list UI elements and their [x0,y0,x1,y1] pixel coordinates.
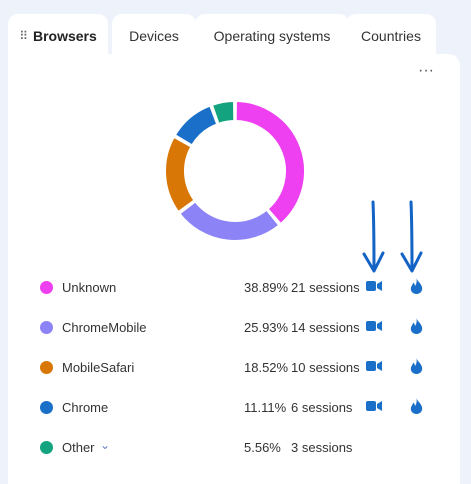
percentage: 25.93% [244,320,289,335]
tab-label: Operating systems [213,28,331,44]
legend-row-mobilesafari[interactable]: MobileSafari 18.52% 10 sessions [40,358,430,378]
session-count: 6 sessions [291,400,353,415]
donut-slice-other[interactable] [210,100,236,125]
tab-label: Devices [129,28,179,44]
video-camera-icon[interactable] [366,399,382,413]
tab-bar: ⠿ Browsers Devices Operating systems Cou… [8,14,471,58]
tab-countries[interactable]: Countries [346,14,436,58]
donut-slice-chrome[interactable] [173,104,219,147]
browser-name: Chrome [62,400,109,415]
legend-row-chrome[interactable]: Chrome 11.11% 6 sessions [40,398,430,418]
browser-name: Other [62,440,95,455]
session-count: 3 sessions [291,440,353,455]
flame-icon[interactable] [410,278,423,294]
session-count: 10 sessions [291,360,360,375]
donut-chart [164,100,306,242]
browser-name: Unknown [62,280,117,295]
legend-row-chromemobile[interactable]: ChromeMobile 25.93% 14 sessions [40,318,430,338]
donut-slice-mobilesafari[interactable] [164,135,196,214]
flame-icon[interactable] [410,398,423,414]
tab-devices[interactable]: Devices [112,14,196,58]
series-color-dot [40,281,53,294]
browsers-panel [8,54,460,484]
legend-row-other[interactable]: Other ⌄ 5.56% 3 sessions [40,438,430,458]
percentage: 18.52% [244,360,289,375]
browser-name: MobileSafari [62,360,135,375]
tab-label: Countries [361,28,421,44]
percentage: 38.89% [244,280,289,295]
session-count: 14 sessions [291,320,360,335]
percentage: 11.11% [244,400,287,415]
series-color-dot [40,321,53,334]
annotation-arrow-camera [362,200,385,273]
more-options-icon[interactable]: ··· [418,62,434,79]
legend-row-unknown[interactable]: Unknown 38.89% 21 sessions [40,278,430,298]
flame-icon[interactable] [410,318,423,334]
browser-name: ChromeMobile [62,320,147,335]
series-color-dot [40,401,53,414]
drag-handle-icon[interactable]: ⠿ [19,29,28,43]
tab-operating-systems[interactable]: Operating systems [195,14,349,58]
chevron-down-icon[interactable]: ⌄ [100,438,111,452]
video-camera-icon[interactable] [366,359,382,373]
flame-icon[interactable] [410,358,423,374]
annotation-arrow-fire [400,200,423,273]
video-camera-icon[interactable] [366,319,382,333]
session-count: 21 sessions [291,280,360,295]
donut-slice-unknown[interactable] [234,100,306,225]
series-color-dot [40,441,53,454]
percentage: 5.56% [244,440,281,455]
tab-label: Browsers [32,28,97,44]
donut-slice-chromemobile[interactable] [178,200,281,242]
video-camera-icon[interactable] [366,279,382,293]
tab-browsers[interactable]: ⠿ Browsers [8,14,108,58]
series-color-dot [40,361,53,374]
